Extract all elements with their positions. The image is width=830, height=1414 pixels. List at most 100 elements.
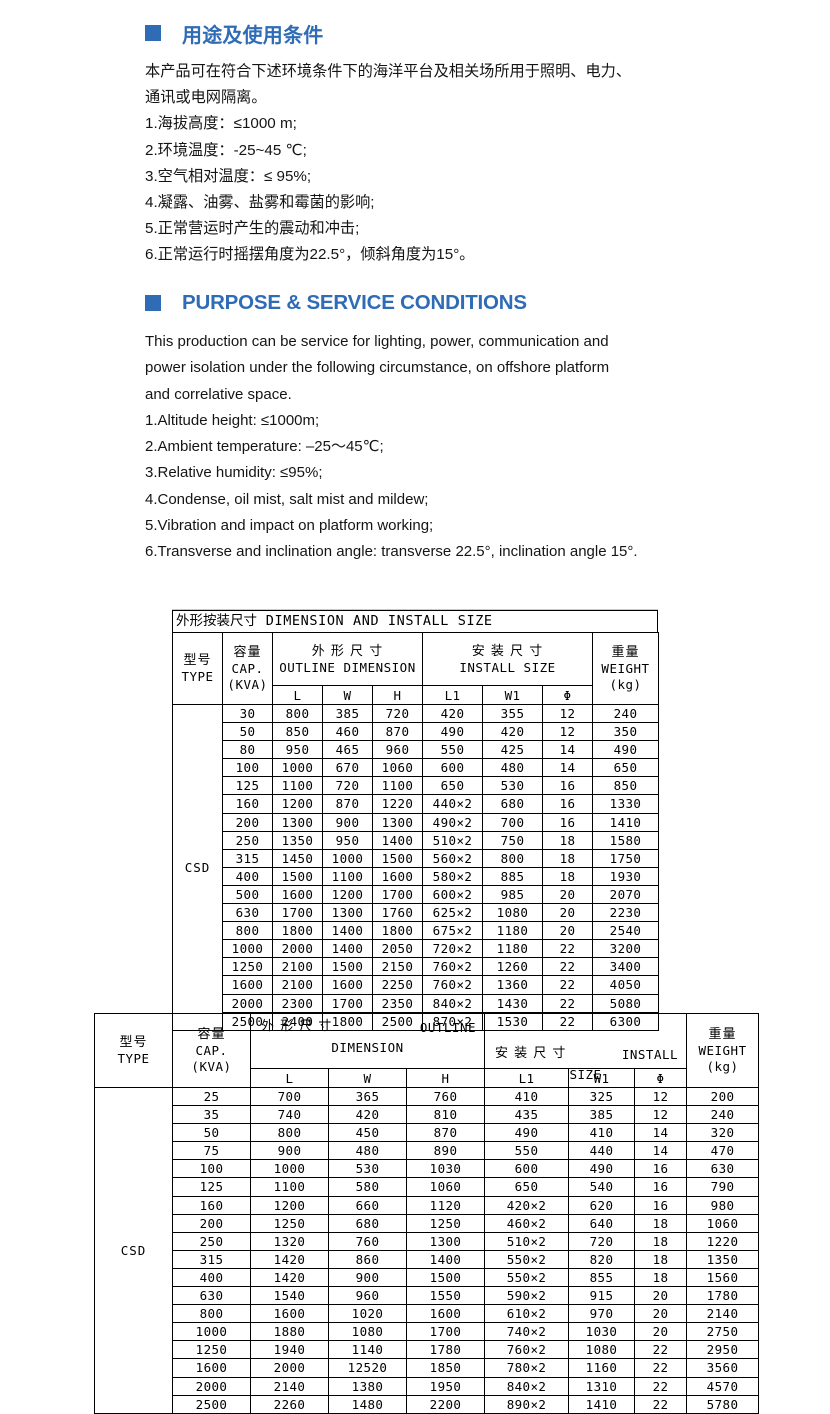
- cell-W1: 540: [568, 1177, 636, 1197]
- cell-W1: 800: [482, 848, 543, 868]
- cell-W1: 425: [482, 740, 543, 760]
- header-capacity-unit: (KVA): [227, 677, 268, 692]
- header-type-en: TYPE: [181, 669, 214, 684]
- cell-L: 950: [272, 740, 323, 760]
- list-item: 6.Transverse and inclination angle: tran…: [145, 543, 638, 561]
- cell-L: 2000: [272, 939, 323, 959]
- cell-W: 1080: [328, 1322, 407, 1342]
- cell-capacity: 100: [222, 758, 273, 778]
- cell-weight: 5780: [686, 1394, 760, 1414]
- cell-L1: 650: [484, 1177, 570, 1197]
- cell-H: 1700: [372, 884, 423, 905]
- cell-W: 1700: [322, 993, 373, 1013]
- header-sub-L: L: [272, 685, 323, 705]
- cell-W: 1400: [322, 939, 373, 959]
- cell-W1: 1310: [568, 1376, 636, 1396]
- cell-phi: 22: [634, 1394, 688, 1414]
- cell-capacity: 2500: [172, 1394, 251, 1414]
- table-row: CSD 25 700 365 760 410 325 12 200: [94, 1086, 760, 1414]
- cell-H: 1700: [405, 1322, 486, 1342]
- cell-capacity: 50: [222, 722, 273, 742]
- cell-weight: 3400: [592, 957, 659, 977]
- cell-W1: 855: [568, 1267, 636, 1288]
- header-type: 型号 TYPE: [172, 632, 223, 705]
- cell-H: 1120: [405, 1195, 486, 1215]
- cell-H: 1400: [372, 830, 423, 850]
- header-type-en: TYPE: [117, 1051, 150, 1066]
- cell-L1: 550×2: [484, 1267, 570, 1288]
- cell-capacity: 160: [222, 794, 273, 814]
- cell-weight: 2750: [686, 1322, 760, 1342]
- cell-weight: 2140: [686, 1304, 760, 1324]
- cell-L1: 650: [422, 776, 483, 796]
- cell-phi: 16: [542, 812, 593, 832]
- cell-capacity: 400: [172, 1267, 251, 1288]
- cell-W: 670: [322, 758, 373, 778]
- cell-H: 2350: [372, 993, 423, 1013]
- table-row: CSD 30 800 385 720 420 355 12 240: [172, 703, 659, 1031]
- cell-W: 900: [328, 1267, 407, 1288]
- header-weight-unit: (kg): [706, 1059, 739, 1074]
- cell-H: 760: [405, 1086, 486, 1107]
- cell-L: 2140: [250, 1376, 329, 1396]
- cell-W: 760: [328, 1231, 407, 1251]
- cell-L: 1880: [250, 1322, 329, 1342]
- cell-phi: 16: [542, 776, 593, 796]
- table-row: 35 740 420 810 435 385 12 240: [95, 1105, 760, 1125]
- cell-phi: 22: [542, 975, 593, 995]
- cell-L: 1540: [250, 1286, 329, 1306]
- cell-weight: 320: [686, 1123, 760, 1143]
- table-row: 2000 2300 1700 2350 840×2 1430 22 5080: [173, 993, 659, 1013]
- cell-W1: 970: [568, 1304, 636, 1324]
- cell-W1: 885: [482, 866, 543, 886]
- table-row: 400 1500 1100 1600 580×2 885 18 1930: [173, 866, 659, 886]
- cell-W: 860: [328, 1249, 407, 1269]
- cell-L: 800: [250, 1123, 329, 1143]
- cell-L1: 760×2: [422, 957, 483, 977]
- cell-W1: 1260: [482, 957, 543, 977]
- cell-W: 1380: [328, 1376, 407, 1396]
- cell-weight: 5080: [592, 993, 659, 1013]
- list-item: 4.Condense, oil mist, salt mist and mild…: [145, 490, 429, 508]
- header-sub-H: H: [372, 685, 423, 705]
- cell-W: 1480: [328, 1394, 407, 1414]
- dimension-table-2: 型号 TYPE 容量 CAP. (KVA) 外 形 尺 寸 OUTLINE DI…: [94, 1013, 760, 1414]
- cell-L: 1600: [250, 1304, 329, 1324]
- cell-W1: 750: [482, 830, 543, 850]
- cell-W: 465: [322, 740, 373, 760]
- cell-H: 720: [372, 703, 423, 724]
- cell-capacity: 125: [222, 776, 273, 796]
- section-heading-english: PURPOSE & SERVICE CONDITIONS: [145, 290, 745, 316]
- table-row: 1250 2100 1500 2150 760×2 1260 22 3400: [173, 957, 659, 977]
- table-row: 250 1350 950 1400 510×2 750 18 1580: [173, 830, 659, 850]
- cell-L1: 420: [422, 703, 483, 724]
- cell-H: 1780: [405, 1340, 486, 1360]
- cell-W1: 1180: [482, 939, 543, 959]
- header-sub-W: W: [322, 685, 373, 705]
- table-row: 630 1540 960 1550 590×2 915 20 1780: [95, 1286, 760, 1306]
- cell-W: 385: [322, 703, 373, 724]
- cell-L1: 460×2: [484, 1213, 570, 1233]
- cell-H: 1500: [372, 848, 423, 868]
- cell-L1: 490: [422, 722, 483, 742]
- cell-capacity: 75: [172, 1141, 251, 1161]
- section-body-chinese: 本产品可在符合下述环境条件下的海洋平台及相关场所用于照明、电力、 通讯或电网隔离…: [145, 59, 745, 269]
- cell-weight: 2950: [686, 1340, 760, 1360]
- cell-W1: 985: [482, 884, 543, 905]
- cell-phi: 18: [634, 1267, 688, 1288]
- cell-weight: 1060: [686, 1213, 760, 1233]
- header-outline-dimension: 外 形 尺 寸 OUTLINE DIMENSION: [249, 1013, 486, 1069]
- cell-H: 1300: [372, 812, 423, 832]
- cell-phi: 18: [542, 866, 593, 886]
- cell-W: 900: [322, 812, 373, 832]
- cell-weight: 2230: [592, 903, 659, 923]
- dimension-table-2-container: 型号 TYPE 容量 CAP. (KVA) 外 形 尺 寸 OUTLINE DI…: [94, 1013, 760, 1414]
- cell-weight: 240: [686, 1105, 760, 1125]
- cell-W: 1300: [322, 903, 373, 923]
- cell-capacity: 160: [172, 1195, 251, 1215]
- header-outline-dimension: 外 形 尺 寸 OUTLINE DIMENSION: [272, 632, 423, 686]
- cell-capacity: 200: [222, 812, 273, 832]
- table-row: 200 1300 900 1300 490×2 700 16 1410: [173, 812, 659, 832]
- cell-L: 1940: [250, 1340, 329, 1360]
- header-capacity-unit: (KVA): [191, 1059, 232, 1074]
